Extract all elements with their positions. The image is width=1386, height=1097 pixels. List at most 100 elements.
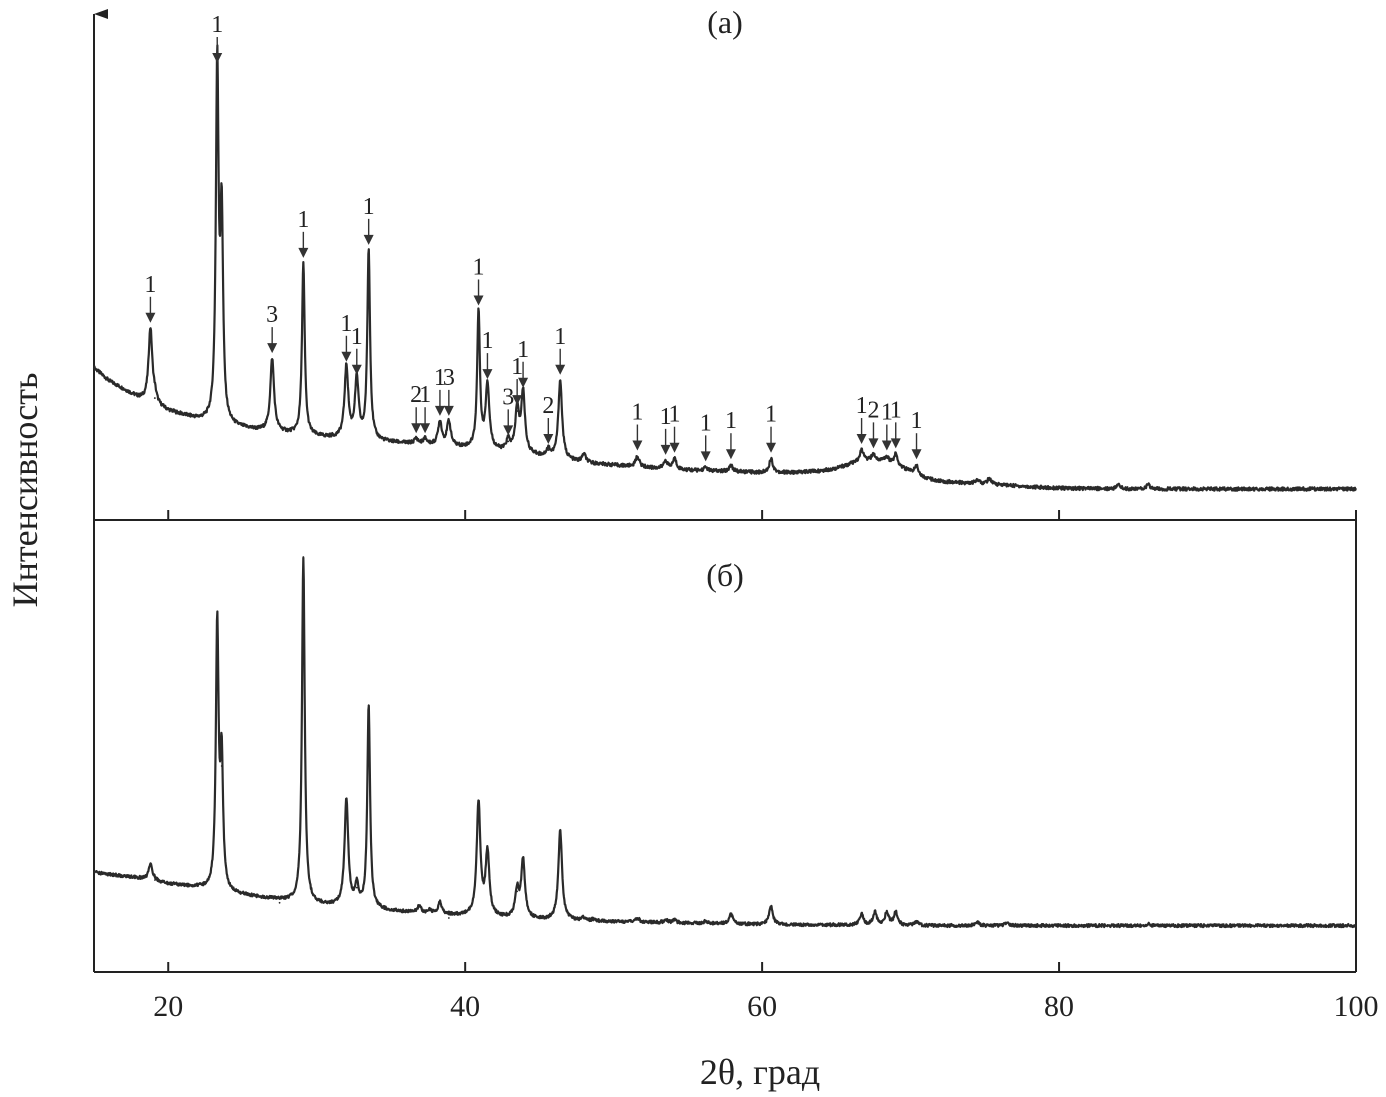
arrow-head [363, 234, 374, 245]
peak-label: 1 [554, 324, 566, 350]
peak-annotation: 1 [211, 12, 223, 63]
peak-annotation: 1 [473, 254, 485, 306]
data-point [345, 799, 348, 802]
x-tick-labels: 20 40 60 80 100 [153, 990, 1378, 1023]
data-point [770, 905, 772, 908]
x-tick-label: 20 [153, 990, 183, 1023]
peak-label: 2 [542, 393, 554, 419]
peak-label: 1 [297, 207, 309, 233]
data-point [636, 455, 639, 458]
data-point [860, 449, 863, 451]
x-ticks [167, 962, 1357, 972]
panel-a-x-ticks [167, 510, 1357, 520]
peak-annotation: 1 [669, 402, 681, 453]
data-point [988, 477, 991, 480]
peak-label: 1 [481, 328, 493, 354]
data-point [516, 890, 519, 893]
data-point [486, 384, 489, 386]
data-point [447, 917, 450, 919]
data-point [976, 921, 979, 924]
peak-annotation: 1 [660, 404, 672, 455]
peak-label: 1 [363, 194, 375, 220]
peak-annotation: 1 [856, 393, 868, 445]
data-point [216, 624, 219, 627]
data-point [345, 366, 348, 369]
data-point [415, 438, 418, 441]
data-point [583, 453, 585, 456]
data-point [424, 438, 426, 441]
arrow-head [868, 438, 879, 449]
data-point [428, 909, 431, 912]
peak-label: 1 [725, 408, 737, 434]
arrow-head [881, 440, 892, 451]
peak-label: 1 [473, 254, 485, 280]
data-point [522, 860, 524, 862]
data-point [149, 327, 152, 330]
arrow-head [660, 444, 671, 455]
data-point [486, 852, 489, 855]
peak-annotation: 1 [297, 207, 309, 258]
data-point [915, 920, 918, 923]
panel-a-trace [92, 44, 1357, 492]
data-point [1147, 483, 1150, 486]
data-point [477, 803, 480, 805]
arrow-head [766, 442, 777, 453]
data-point [153, 879, 156, 881]
panel-b-trace [92, 556, 1357, 929]
peak-label: 1 [700, 410, 712, 436]
data-point [583, 917, 585, 919]
peak-annotation: 2 [410, 382, 422, 434]
peak-annotation: 1 [554, 324, 566, 375]
data-point [730, 913, 732, 916]
data-point [271, 358, 274, 361]
data-point [418, 905, 421, 908]
arrow-head [298, 247, 309, 258]
peak-label: 1 [631, 400, 643, 426]
peak-annotation: 1 [881, 400, 893, 451]
data-point [1147, 922, 1150, 925]
arrow-head [473, 295, 484, 306]
peak-annotation: 1 [419, 382, 431, 434]
data-point [664, 459, 667, 462]
data-point [302, 556, 305, 558]
arrow-head [700, 451, 711, 462]
arrow-head [482, 369, 493, 380]
peak-label: 1 [511, 354, 523, 380]
data-point [704, 920, 707, 922]
data-point [894, 911, 897, 914]
data-point [153, 397, 156, 399]
peak-annotation: 3 [502, 384, 514, 436]
arrow-head [145, 312, 156, 323]
arrow-head [411, 423, 422, 434]
arrow-head [543, 434, 554, 445]
peak-annotation: 1 [517, 337, 529, 388]
data-point [770, 457, 772, 460]
peak-annotation: 3 [443, 365, 455, 416]
arrow-head [669, 442, 680, 453]
x-axis-title: 2θ, град [700, 1052, 820, 1092]
data-point [439, 420, 441, 423]
arrow-head [632, 440, 643, 451]
data-point [220, 223, 223, 226]
peak-annotation: 1 [911, 408, 923, 460]
data-point [559, 379, 562, 382]
peak-label: 3 [266, 302, 278, 328]
data-point [547, 449, 550, 451]
data-point [885, 911, 888, 914]
arrow-head [420, 423, 431, 434]
peak-annotation: 1 [511, 354, 523, 406]
peak-label: 1 [340, 311, 352, 337]
data-point [302, 262, 305, 265]
peak-annotation: 1 [363, 194, 375, 245]
peak-label: 3 [443, 365, 455, 391]
data-point [439, 901, 441, 904]
peak-label: 2 [867, 397, 879, 423]
data-point [704, 466, 707, 469]
arrow-head [725, 449, 736, 460]
data-point [516, 410, 519, 412]
data-point [216, 68, 219, 70]
peak-annotation: 2 [542, 393, 554, 445]
arrow-head [503, 425, 514, 436]
peak-annotation: 1 [631, 400, 643, 451]
